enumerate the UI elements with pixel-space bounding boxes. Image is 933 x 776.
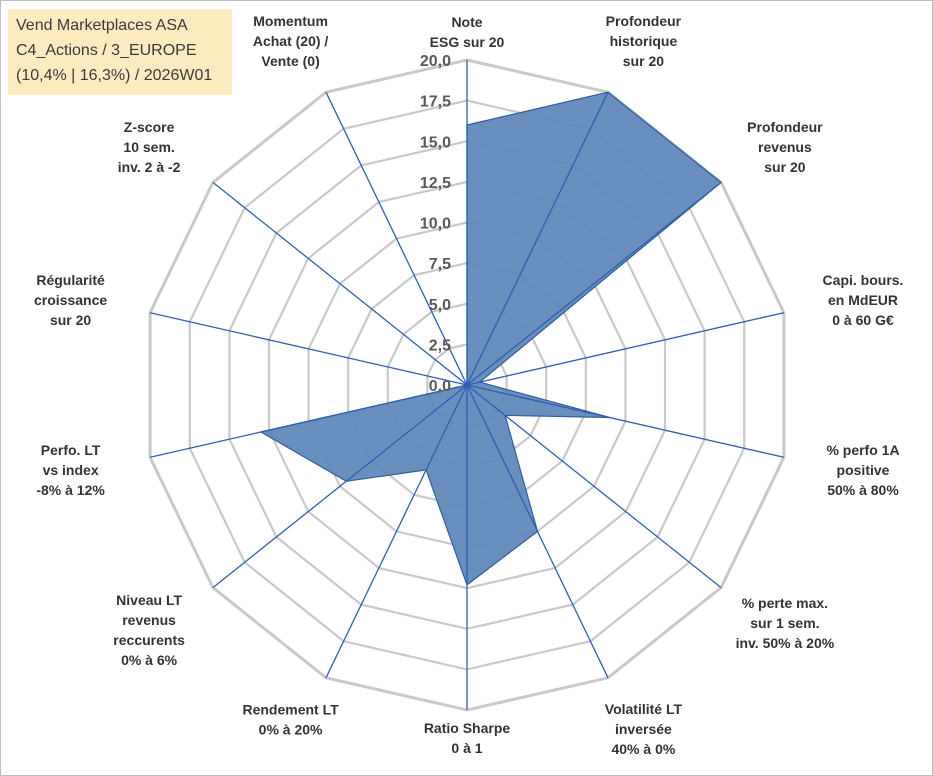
axis-label-line: % perte max. bbox=[742, 595, 828, 611]
tick-label: 7,5 bbox=[429, 256, 451, 273]
axis-label-line: vs index bbox=[43, 462, 99, 478]
axis-label-line: revenus bbox=[122, 612, 176, 628]
axis-spoke bbox=[466, 384, 722, 589]
axis-label-line: -8% à 12% bbox=[36, 482, 105, 498]
axis-label: Profondeur historique sur 20 bbox=[606, 13, 682, 69]
axis-spoke bbox=[325, 91, 468, 386]
tick-label: 10,0 bbox=[420, 216, 451, 233]
axis-label-line: sur 20 bbox=[623, 53, 664, 69]
axis-spoke bbox=[149, 312, 468, 386]
axis-spoke bbox=[466, 181, 722, 386]
axis-label: Capi. bours. en MdEUR 0 à 60 G€ bbox=[823, 272, 904, 328]
axis-spoke bbox=[212, 181, 468, 386]
axis-label-line: inv. 50% à 20% bbox=[736, 635, 835, 651]
performance-line: (10,4% | 16,3%) / 2026W01 bbox=[16, 67, 213, 84]
axis-label-line: Achat (20) / bbox=[253, 33, 329, 49]
axis-label-line: sur 1 sem. bbox=[750, 615, 819, 631]
company-name: Vend Marketplaces ASA bbox=[16, 17, 188, 34]
radar-tick-labels: 0,0 2,5 5,0 7,5 10,0 12,5 15,0 17,5 20,0 bbox=[420, 53, 451, 395]
axis-label: Niveau LT revenus reccurents 0% à 6% bbox=[113, 592, 185, 668]
tick-label: 15,0 bbox=[420, 134, 451, 151]
axis-label-line: 10 sem. bbox=[123, 139, 174, 155]
axis-label-line: ESG sur 20 bbox=[430, 34, 505, 50]
axis-label: Momentum Achat (20) / Vente (0) bbox=[253, 13, 329, 69]
axis-label-line: inv. 2 à -2 bbox=[118, 159, 181, 175]
axis-label-line: Rendement LT bbox=[242, 701, 339, 717]
axis-label-line: Momentum bbox=[253, 13, 328, 29]
axis-label-line: Capi. bours. bbox=[823, 272, 904, 288]
axis-label-line: Perfo. LT bbox=[41, 442, 101, 458]
axis-label-line: Note bbox=[451, 14, 482, 30]
axis-label-line: 0% à 6% bbox=[121, 652, 178, 668]
tick-label: 5,0 bbox=[429, 297, 451, 314]
axis-label-line: Volatilité LT bbox=[605, 701, 683, 717]
axis-label-line: Régularité bbox=[36, 272, 105, 288]
axis-label: Z-score 10 sem. inv. 2 à -2 bbox=[118, 119, 181, 175]
axis-label-line: 40% à 0% bbox=[611, 741, 675, 757]
axis-label-line: 0 à 1 bbox=[451, 740, 482, 756]
axis-label-line: revenus bbox=[758, 139, 812, 155]
radar-series-layer bbox=[259, 91, 723, 586]
axis-label: Rendement LT 0% à 20% bbox=[242, 701, 339, 737]
axis-label-line: Vente (0) bbox=[261, 53, 319, 69]
tick-label: 2,5 bbox=[429, 337, 451, 354]
axis-label-line: Profondeur bbox=[606, 13, 682, 29]
axis-label: % perfo 1A positive 50% à 80% bbox=[826, 442, 899, 498]
axis-label: Perfo. LT vs index -8% à 12% bbox=[36, 442, 105, 498]
axis-label: Profondeur revenus sur 20 bbox=[747, 119, 823, 175]
axis-label: Ratio Sharpe 0 à 1 bbox=[424, 720, 511, 756]
title-box: Vend Marketplaces ASA C4_Actions / 3_EUR… bbox=[8, 9, 232, 95]
axis-label-line: 0 à 60 G€ bbox=[832, 312, 894, 328]
axis-spoke bbox=[466, 91, 609, 386]
category-line: C4_Actions / 3_EUROPE bbox=[16, 42, 197, 59]
axis-label-line: % perfo 1A bbox=[826, 442, 899, 458]
tick-label: 0,0 bbox=[429, 378, 451, 395]
axis-label-line: sur 20 bbox=[50, 312, 91, 328]
radar-spokes bbox=[149, 60, 785, 710]
axis-label-line: 0% à 20% bbox=[259, 721, 323, 737]
axis-label-line: croissance bbox=[34, 292, 107, 308]
axis-spoke bbox=[466, 312, 785, 386]
axis-spoke bbox=[325, 384, 468, 679]
axis-label: Régularité croissance sur 20 bbox=[34, 272, 107, 328]
tick-label: 17,5 bbox=[420, 94, 451, 111]
axis-label-line: positive bbox=[837, 462, 890, 478]
tick-label: 20,0 bbox=[420, 53, 451, 70]
axis-spoke bbox=[149, 384, 468, 458]
axis-label: % perte max. sur 1 sem. inv. 50% à 20% bbox=[736, 595, 835, 651]
series-area bbox=[259, 91, 723, 586]
axis-spoke bbox=[466, 384, 785, 458]
axis-label-line: inversée bbox=[615, 721, 672, 737]
axis-label-line: en MdEUR bbox=[828, 292, 898, 308]
axis-spoke bbox=[212, 384, 468, 589]
axis-label-line: Niveau LT bbox=[116, 592, 182, 608]
axis-label-line: historique bbox=[610, 33, 678, 49]
axis-spoke bbox=[466, 384, 609, 679]
axis-label-line: sur 20 bbox=[764, 159, 805, 175]
axis-label-line: reccurents bbox=[113, 632, 185, 648]
tick-label: 12,5 bbox=[420, 175, 451, 192]
axis-label-line: 50% à 80% bbox=[827, 482, 899, 498]
axis-label: Note ESG sur 20 bbox=[430, 14, 505, 50]
axis-label-line: Z-score bbox=[124, 119, 175, 135]
axis-label-line: Ratio Sharpe bbox=[424, 720, 511, 736]
axis-label-line: Profondeur bbox=[747, 119, 823, 135]
radar-axis-labels: Note ESG sur 20 Profondeur historique sur 20… bbox=[34, 13, 903, 757]
axis-label: Volatilité LT inversée 40% à 0% bbox=[605, 701, 683, 757]
